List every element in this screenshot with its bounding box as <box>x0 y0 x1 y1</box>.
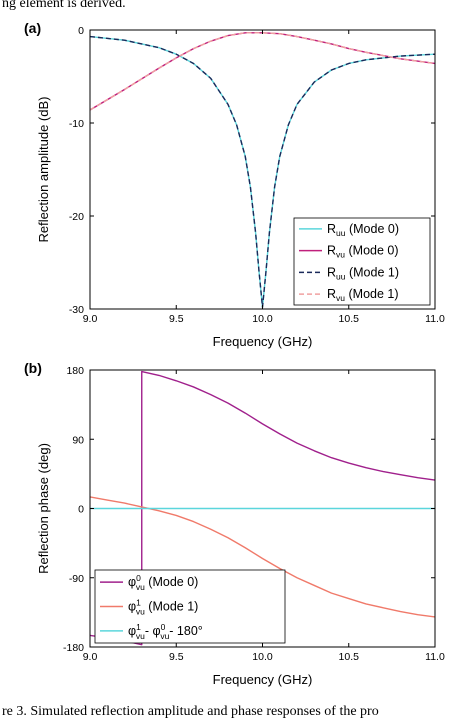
panel-label: (b) <box>24 360 42 376</box>
y-tick-label: -90 <box>69 573 84 585</box>
x-tick-label: 10.0 <box>252 313 273 325</box>
y-tick-label: -10 <box>69 118 84 130</box>
legend-label: Ruu (Mode 1) <box>327 265 399 281</box>
panel-label: (a) <box>24 20 41 36</box>
legend-label: φ0 vu (Mode 0) <box>128 573 198 592</box>
legend-label: Ruu (Mode 0) <box>327 222 399 238</box>
x-tick-label: 9.0 <box>83 313 98 325</box>
x-tick-label: 10.5 <box>339 651 360 663</box>
y-tick-label: 0 <box>78 25 84 37</box>
y-tick-label: -20 <box>69 211 84 223</box>
legend-label: φ1 vu- φ0 vu- 180° <box>128 622 203 641</box>
legend-label: Rvu (Mode 1) <box>327 287 399 303</box>
y-axis-label: Reflection phase (deg) <box>36 443 51 574</box>
legend: φ0 vu (Mode 0) φ1 vu (Mode 1) φ1 vu- φ0 vu- 18… <box>94 569 286 644</box>
chart-a: 9.0 9.5 10.0 10.5 11.0 0 -10 -20 -30 Frequency (G… <box>24 20 445 349</box>
x-tick-label: 9.0 <box>83 651 98 663</box>
legend-label: φ1 vu (Mode 1) <box>128 598 198 617</box>
top-text: ng element is derived. <box>2 0 126 11</box>
legend-label: Rvu (Mode 0) <box>327 244 399 260</box>
x-tick-label: 9.5 <box>169 651 184 663</box>
figure-caption: re 3. Simulated reflection amplitude and… <box>2 704 379 718</box>
x-tick-label: 11.0 <box>425 313 445 325</box>
y-tick-label: 90 <box>72 434 84 446</box>
x-tick-label: 9.5 <box>169 313 184 325</box>
y-tick-label: 0 <box>78 504 84 516</box>
y-tick-label: 180 <box>66 365 84 377</box>
series-group <box>90 370 435 646</box>
x-tick-label: 11.0 <box>425 651 445 663</box>
chart-b: 9.0 9.5 10.0 10.5 11.0 180 90 0 -90 -180 Frequency… <box>24 360 445 687</box>
legend-box <box>94 569 286 644</box>
y-axis-label: Reflection amplitude (dB) <box>36 97 51 243</box>
x-axis-label: Frequency (GHz) <box>213 672 313 687</box>
legend: Ruu (Mode 0) Rvu (Mode 0) Ruu (Mode 1) Rvu … <box>293 217 431 306</box>
y-tick-label: -30 <box>69 304 84 316</box>
x-tick-label: 10.5 <box>339 313 360 325</box>
legend-box <box>293 217 431 306</box>
x-tick-label: 10.0 <box>252 651 273 663</box>
y-tick-label: -180 <box>63 642 84 654</box>
x-axis-label: Frequency (GHz) <box>213 334 313 349</box>
